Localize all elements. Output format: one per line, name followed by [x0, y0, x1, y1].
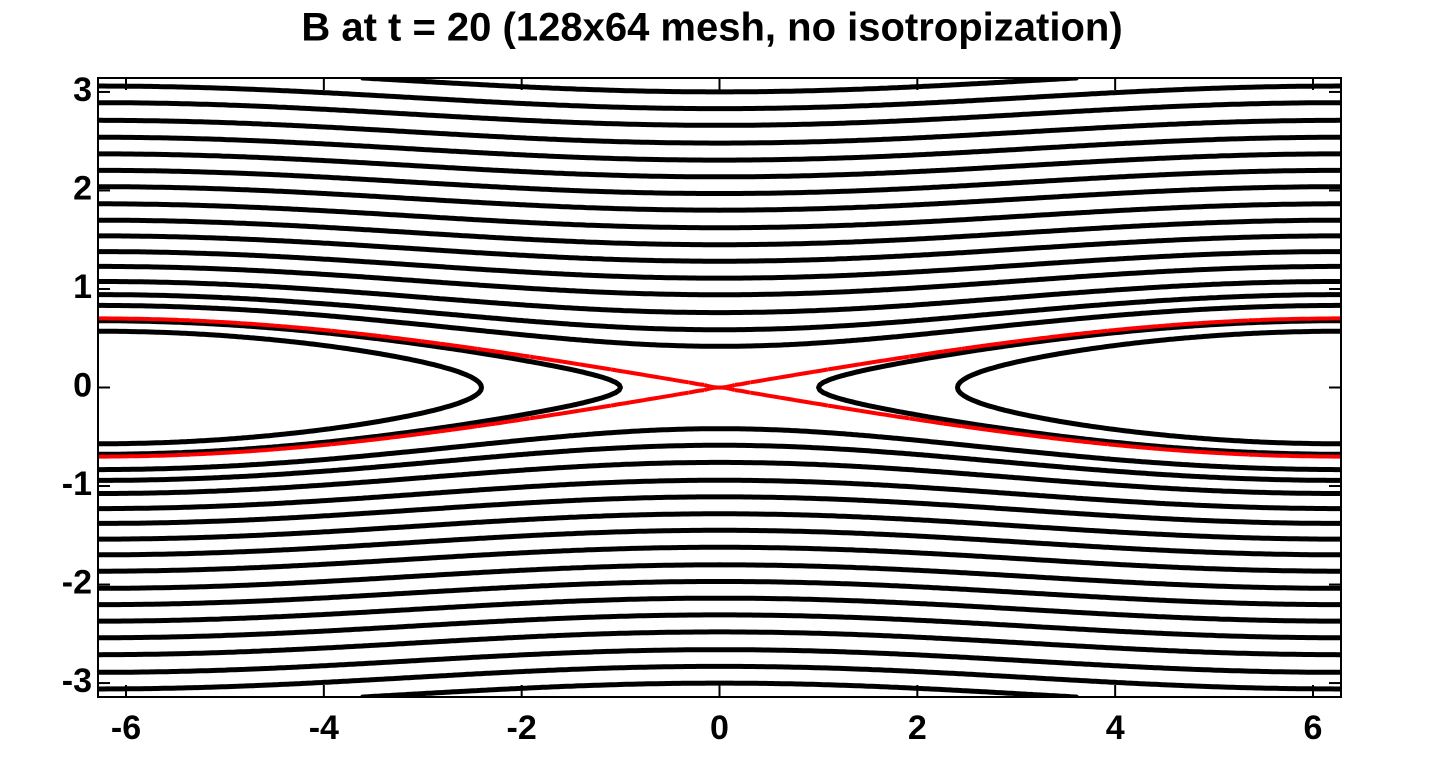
y-tick-label: -3 — [62, 662, 92, 700]
y-tick-label: 3 — [73, 71, 92, 109]
field-line — [98, 117, 1341, 658]
field-line — [98, 100, 1341, 675]
x-tick-label: 2 — [908, 709, 927, 747]
y-tick-label: 1 — [73, 268, 92, 306]
field-line — [98, 167, 1341, 608]
field-line — [98, 217, 1341, 558]
field-line — [98, 292, 1341, 483]
field-line — [98, 184, 1341, 591]
field-line — [98, 83, 1341, 692]
field-line — [98, 249, 1341, 526]
plot-clip-group — [98, 78, 1341, 697]
x-tick-label: 0 — [710, 709, 729, 747]
y-tick-label: 2 — [73, 169, 92, 207]
field-line — [98, 134, 1341, 641]
field-line — [98, 279, 1341, 496]
field-line — [98, 233, 1341, 542]
x-tick-label: 4 — [1106, 709, 1125, 747]
x-tick-label: -4 — [309, 709, 339, 747]
field-line — [98, 302, 1341, 473]
x-tick-label: 6 — [1304, 709, 1323, 747]
y-tick-label: 0 — [73, 366, 92, 404]
field-line — [98, 328, 1341, 447]
separatrix — [98, 316, 1341, 459]
x-tick-label: -6 — [111, 709, 141, 747]
field-line — [98, 151, 1341, 624]
field-line — [98, 318, 1341, 457]
y-tick-label: -2 — [62, 564, 92, 602]
field-line — [98, 263, 1341, 512]
x-tick-label: -2 — [507, 709, 537, 747]
chart-title: B at t = 20 (128x64 mesh, no isotropizat… — [301, 6, 1122, 50]
field-line — [98, 201, 1341, 574]
y-tick-label: -1 — [62, 465, 92, 503]
